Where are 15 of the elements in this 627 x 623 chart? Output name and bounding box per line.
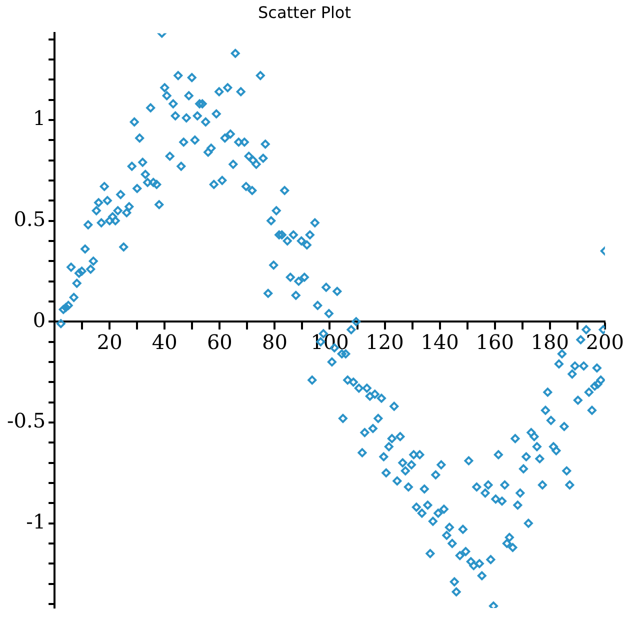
x-tick-label: 40	[152, 330, 178, 354]
y-tick-label: 0	[32, 308, 46, 332]
y-tick-label: -1	[26, 509, 46, 534]
chart-title: Scatter Plot	[258, 2, 351, 22]
x-tick-label: 60	[206, 330, 232, 354]
x-tick-label: 140	[420, 330, 459, 354]
x-tick-label: 80	[262, 330, 288, 354]
x-tick-label: 200	[586, 330, 624, 354]
x-tick-label: 180	[530, 330, 569, 354]
x-tick-label: 20	[96, 330, 122, 354]
y-tick-label: 0.5	[14, 206, 46, 231]
y-tick-label: -0.5	[6, 408, 46, 433]
x-tick-label: 120	[366, 330, 404, 354]
y-tick-label: 1	[32, 106, 46, 130]
x-tick-label: 160	[476, 330, 514, 354]
